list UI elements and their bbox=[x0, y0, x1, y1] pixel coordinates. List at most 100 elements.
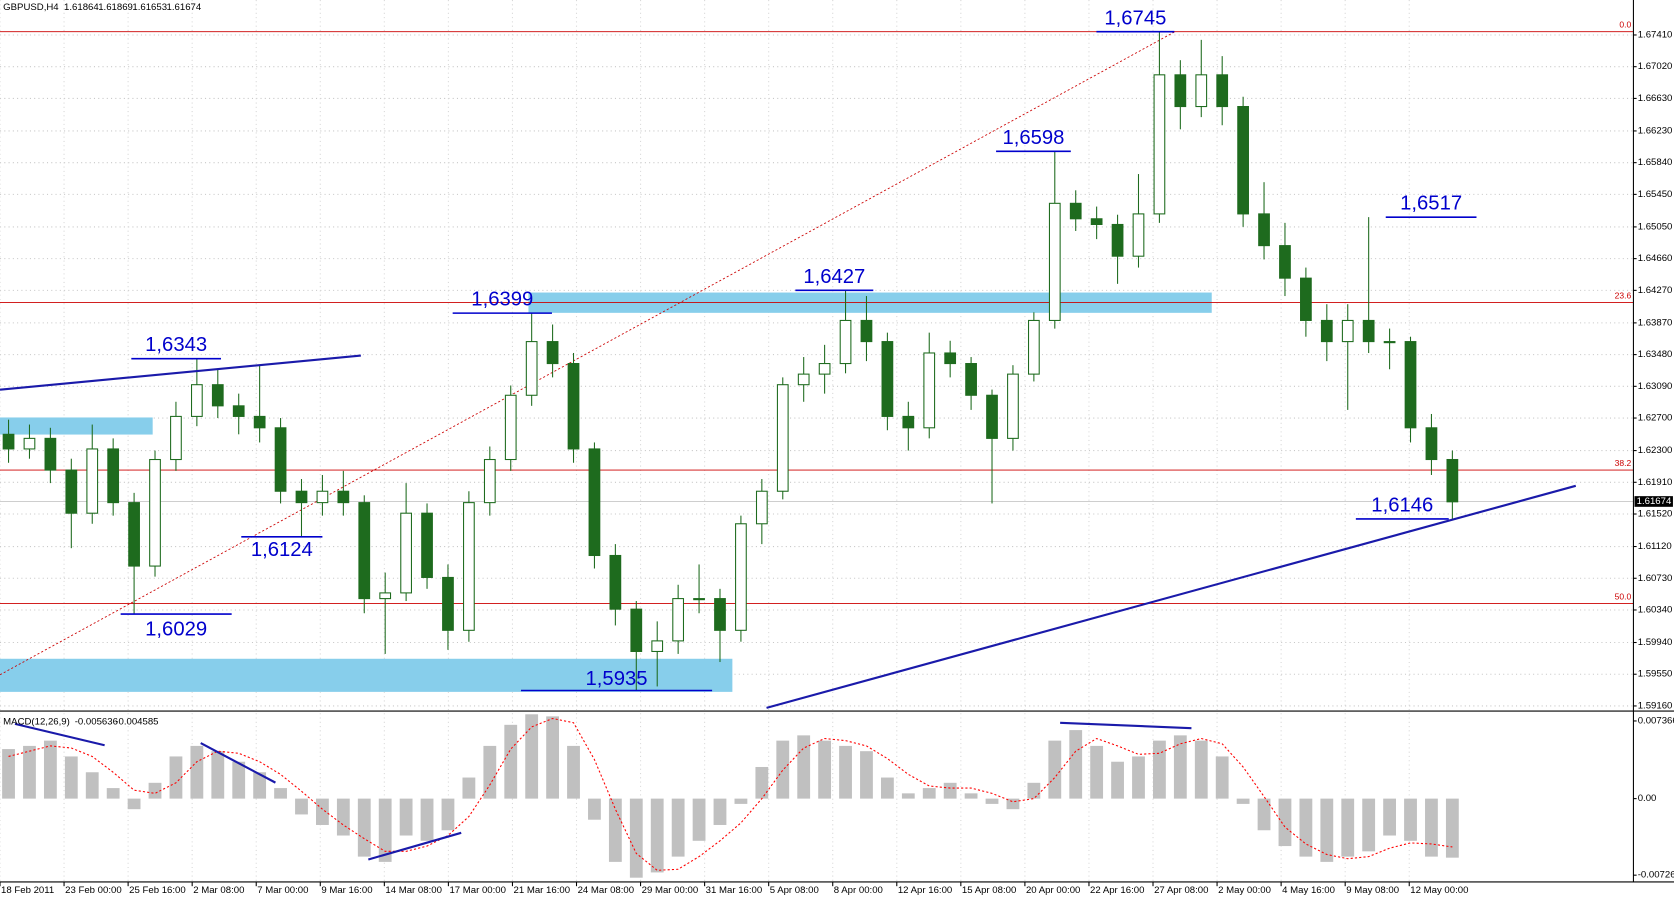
divergence-line bbox=[368, 831, 462, 861]
candle-body bbox=[65, 469, 78, 514]
x-tick-label: 17 Mar 00:00 bbox=[449, 885, 506, 896]
candle-body bbox=[1216, 74, 1229, 108]
candle-body bbox=[274, 427, 287, 492]
candle-body bbox=[190, 384, 203, 417]
macd-bar bbox=[922, 788, 936, 799]
macd-bar bbox=[23, 745, 36, 799]
macd-bar bbox=[650, 798, 664, 873]
x-tick-label: 2 May 00:00 bbox=[1218, 885, 1271, 896]
candle-body bbox=[211, 384, 224, 407]
x-tick-label: 12 May 00:00 bbox=[1410, 885, 1468, 896]
x-tick-label: 12 Apr 16:00 bbox=[898, 885, 952, 896]
candle-body bbox=[651, 640, 664, 652]
candle-body bbox=[1195, 74, 1208, 108]
y-tick-label: 1.59550 bbox=[1638, 669, 1673, 680]
level-label: 1,6029 bbox=[145, 618, 207, 640]
x-tick-label: 14 Mar 08:00 bbox=[385, 885, 442, 896]
macd-bar bbox=[1278, 798, 1292, 847]
fibonacci: 0.0 23.6 38.2 50.0 bbox=[0, 20, 1634, 604]
macd-bar bbox=[106, 788, 120, 799]
header-value: 1.61864 bbox=[64, 2, 99, 13]
fib-label: 50.0 bbox=[1615, 591, 1632, 601]
macd-bar bbox=[671, 798, 685, 857]
candle-body bbox=[86, 448, 99, 514]
candle-body bbox=[588, 448, 601, 557]
level-label: 1,6124 bbox=[251, 539, 313, 561]
candle-body bbox=[567, 363, 580, 450]
macd-bar bbox=[943, 782, 957, 799]
x-tick-label: 21 Mar 16:00 bbox=[514, 885, 571, 896]
macd-bar bbox=[1215, 756, 1229, 799]
macd-bar bbox=[734, 798, 748, 804]
level-label: 1,6745 bbox=[1104, 7, 1166, 29]
y-tick-label: 1.59160 bbox=[1638, 700, 1673, 711]
support-zone bbox=[0, 658, 733, 692]
y-tick-label: 1.62700 bbox=[1638, 413, 1673, 424]
macd-bar bbox=[1362, 798, 1376, 852]
candle-body bbox=[463, 502, 475, 631]
y-tick-label: 1.66230 bbox=[1638, 125, 1673, 136]
header-value: 1.61653 bbox=[132, 2, 167, 13]
macd-bar bbox=[316, 798, 329, 825]
fib-baseline bbox=[0, 31, 1175, 676]
macd-bar bbox=[692, 798, 706, 841]
macd-title: MACD(12,26,9) bbox=[3, 716, 70, 727]
divergence-line bbox=[14, 722, 105, 747]
candle-body bbox=[483, 458, 496, 504]
candle-body bbox=[1404, 341, 1417, 429]
macd-bar bbox=[776, 740, 790, 799]
macd-bar bbox=[148, 782, 162, 799]
macd-bar bbox=[1069, 730, 1083, 799]
candle-body bbox=[630, 608, 643, 652]
candle-body bbox=[902, 415, 915, 429]
y-tick-label: 1.61120 bbox=[1638, 541, 1672, 552]
candle-body bbox=[337, 490, 350, 504]
axes: 1.67410 1.67020 1.66630 1.66230 1.65840 1.654… bbox=[0, 30, 1674, 896]
x-tick-label: 9 Mar 16:00 bbox=[321, 885, 372, 896]
candle-body bbox=[1111, 223, 1124, 257]
candle-body bbox=[965, 363, 977, 396]
macd-bar bbox=[1173, 735, 1187, 799]
macd-bar bbox=[2, 749, 15, 799]
trend-line bbox=[766, 484, 1577, 709]
macd-bar bbox=[1404, 798, 1417, 841]
macd-bar bbox=[399, 798, 413, 836]
macd-bar bbox=[880, 777, 894, 799]
trend-line bbox=[0, 354, 361, 391]
candle-body bbox=[442, 576, 454, 631]
macd-bar bbox=[588, 798, 601, 820]
candle-body bbox=[107, 448, 120, 504]
macd-bar bbox=[1383, 798, 1396, 836]
support-zone bbox=[0, 417, 153, 435]
level-label: 1,6399 bbox=[471, 289, 533, 311]
x-tick-label: 8 Apr 00:00 bbox=[834, 885, 883, 896]
macd-bar bbox=[713, 798, 727, 825]
x-tick-label: 2 Mar 08:00 bbox=[193, 885, 244, 896]
y-tick-label: 1.67020 bbox=[1638, 61, 1673, 72]
macd-bar bbox=[818, 740, 832, 799]
macd-bar bbox=[1048, 740, 1062, 799]
macd-bar bbox=[1111, 761, 1124, 799]
candle-body bbox=[755, 490, 768, 525]
y-tick-label: 1.62300 bbox=[1638, 445, 1673, 456]
candle-body bbox=[1341, 319, 1354, 343]
candle-body bbox=[1027, 319, 1040, 375]
macd-bar bbox=[64, 756, 78, 799]
macd-bar bbox=[1341, 798, 1355, 857]
macd-bar bbox=[85, 772, 99, 799]
candle-body bbox=[1237, 106, 1249, 215]
macd-value: -0.004585 bbox=[115, 716, 158, 727]
macd-bar bbox=[336, 798, 350, 836]
macd-bar bbox=[1027, 782, 1041, 799]
macd-bar bbox=[441, 798, 455, 831]
macd-bar bbox=[1299, 798, 1313, 857]
y-tick-label: 1.63870 bbox=[1638, 317, 1673, 328]
macd-bar bbox=[378, 798, 392, 862]
x-tick-label: 18 Feb 2011 bbox=[1, 885, 54, 896]
macd-bar bbox=[420, 798, 434, 841]
signal-line bbox=[8, 717, 1453, 871]
candle-body bbox=[1320, 319, 1333, 343]
macd-bar bbox=[1132, 756, 1145, 799]
